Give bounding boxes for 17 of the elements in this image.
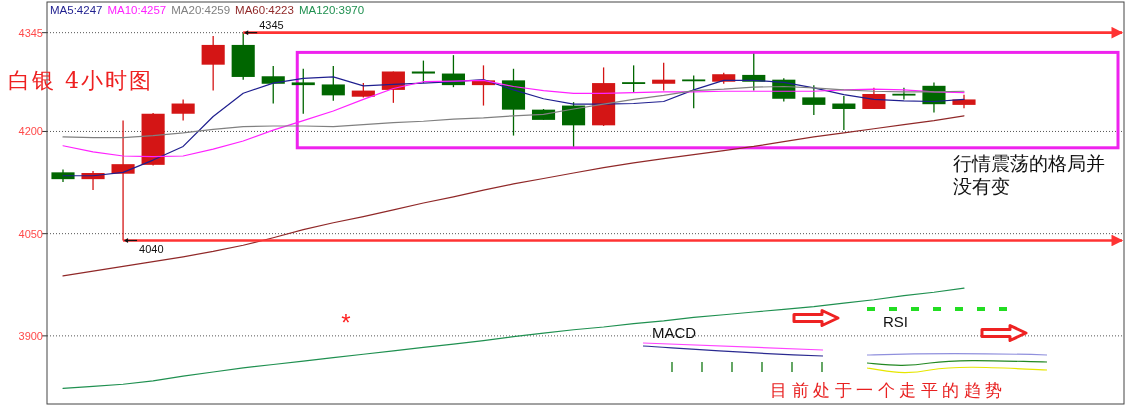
annotation: 4040 bbox=[139, 243, 164, 256]
title: 白银 4小时图 bbox=[8, 68, 153, 93]
legend-item: MA60:4223 bbox=[235, 4, 294, 16]
legend-item: MA20:4259 bbox=[171, 4, 231, 16]
legend-item: MA120:3970 bbox=[298, 4, 365, 16]
annotation: * bbox=[341, 309, 351, 336]
annotation: 目前处于一个走平的趋势 bbox=[770, 380, 1007, 400]
y-tick-label: 4200 bbox=[18, 125, 43, 138]
legend-item: MA5:4247 bbox=[50, 4, 103, 16]
annotation: 行情震荡的格局并没有变 bbox=[953, 153, 1105, 197]
y-tick-label: 3900 bbox=[18, 329, 43, 342]
y-tick-label: 4345 bbox=[18, 26, 43, 39]
legend-item: MA10:4257 bbox=[107, 4, 167, 16]
annotation: 4345 bbox=[259, 18, 284, 31]
y-tick-label: 4050 bbox=[18, 227, 43, 240]
annotation: RSI bbox=[883, 313, 908, 330]
annotation: MACD bbox=[652, 324, 697, 341]
